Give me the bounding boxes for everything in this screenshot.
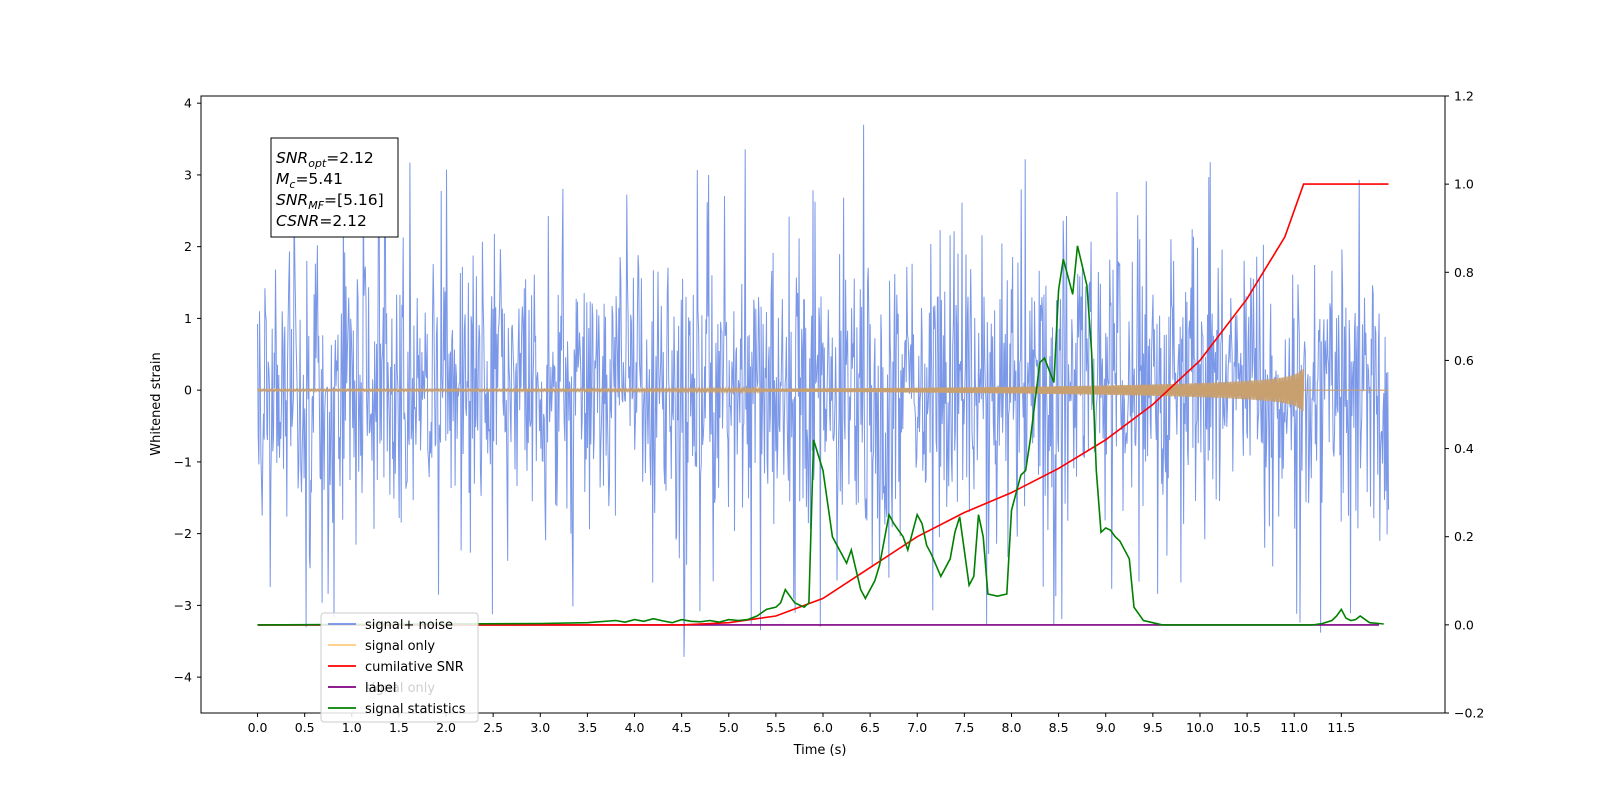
y2-tick-label: 0.0 bbox=[1454, 617, 1474, 632]
x-tick-label: 6.0 bbox=[813, 720, 833, 735]
x-tick-label: 2.0 bbox=[436, 720, 456, 735]
legend-hidden-text: signal only bbox=[365, 681, 435, 696]
y-tick-label: 2 bbox=[184, 239, 192, 254]
y-tick-label: 4 bbox=[184, 96, 192, 111]
x-tick-label: 1.0 bbox=[342, 720, 362, 735]
legend-label: signal statistics bbox=[365, 702, 466, 717]
y-axis-label: Whitened strain bbox=[149, 352, 164, 455]
x-tick-label: 1.5 bbox=[389, 720, 409, 735]
x-tick-label: 10.0 bbox=[1186, 720, 1214, 735]
y-tick-label: −4 bbox=[174, 670, 192, 685]
series-signal-only bbox=[256, 368, 1389, 412]
x-tick-label: 0.0 bbox=[248, 720, 268, 735]
series-cumulative-snr bbox=[257, 183, 1389, 626]
plot-area bbox=[256, 124, 1389, 657]
x-tick-label: 9.5 bbox=[1143, 720, 1163, 735]
x-tick-label: 8.5 bbox=[1049, 720, 1069, 735]
legend-label: signal only bbox=[365, 639, 435, 654]
x-tick-label: 6.5 bbox=[860, 720, 880, 735]
info-line: Mc=5.41 bbox=[276, 170, 343, 191]
x-tick-label: 5.0 bbox=[719, 720, 739, 735]
x-tick-label: 10.5 bbox=[1233, 720, 1261, 735]
y-axis-right: 1.2 1.0 0.8 0.6 0.4 0.2 0.0 −0.2 bbox=[1445, 89, 1484, 721]
legend-label: signal+ noise bbox=[365, 618, 453, 633]
x-tick-label: 3.5 bbox=[577, 720, 597, 735]
x-tick-label: 9.0 bbox=[1096, 720, 1116, 735]
y-tick-label: −2 bbox=[174, 526, 192, 541]
y2-tick-label: 0.6 bbox=[1454, 353, 1474, 368]
info-line: SNRMF=[5.16] bbox=[276, 191, 384, 212]
y-tick-label: −1 bbox=[174, 454, 192, 469]
legend-label: label bbox=[365, 681, 396, 696]
y2-tick-label: −0.2 bbox=[1454, 706, 1484, 721]
y2-tick-label: 1.2 bbox=[1454, 89, 1474, 104]
x-tick-label: 4.5 bbox=[672, 720, 692, 735]
y2-tick-label: 0.8 bbox=[1454, 265, 1474, 280]
y2-tick-label: 0.4 bbox=[1454, 441, 1474, 456]
x-axis: 0.0 0.5 1.0 1.5 2.0 2.5 3.0 3.5 4.0 4.5 5.0 5.5 6.0 6… bbox=[248, 713, 1355, 735]
x-tick-label: 11.5 bbox=[1327, 720, 1355, 735]
series-signal-statistics bbox=[257, 245, 1384, 626]
y-tick-label: 1 bbox=[184, 311, 192, 326]
x-tick-label: 5.5 bbox=[766, 720, 786, 735]
x-tick-label: 11.0 bbox=[1280, 720, 1308, 735]
x-tick-label: 7.5 bbox=[954, 720, 974, 735]
y2-tick-label: 1.0 bbox=[1454, 177, 1474, 192]
series-signal-noise bbox=[257, 124, 1389, 657]
y-tick-label: 0 bbox=[184, 383, 192, 398]
x-tick-label: 3.0 bbox=[530, 720, 550, 735]
x-tick-label: 4.0 bbox=[625, 720, 645, 735]
x-tick-label: 8.0 bbox=[1002, 720, 1022, 735]
y-tick-label: 3 bbox=[184, 167, 192, 182]
x-tick-label: 2.5 bbox=[483, 720, 503, 735]
info-line: CSNR=2.12 bbox=[276, 212, 367, 230]
x-axis-label: Time (s) bbox=[793, 743, 847, 758]
info-line: SNRopt=2.12 bbox=[276, 149, 374, 170]
y-axis-left: 4 3 2 1 0 −1 −2 −3 −4 bbox=[174, 96, 201, 685]
x-tick-label: 7.0 bbox=[907, 720, 927, 735]
y-tick-label: −3 bbox=[174, 598, 192, 613]
legend-label: cumilative SNR bbox=[365, 660, 464, 675]
y2-tick-label: 0.2 bbox=[1454, 529, 1474, 544]
legend: signal only signal+ noise signal only cumi… bbox=[320, 612, 479, 723]
x-tick-label: 0.5 bbox=[295, 720, 315, 735]
